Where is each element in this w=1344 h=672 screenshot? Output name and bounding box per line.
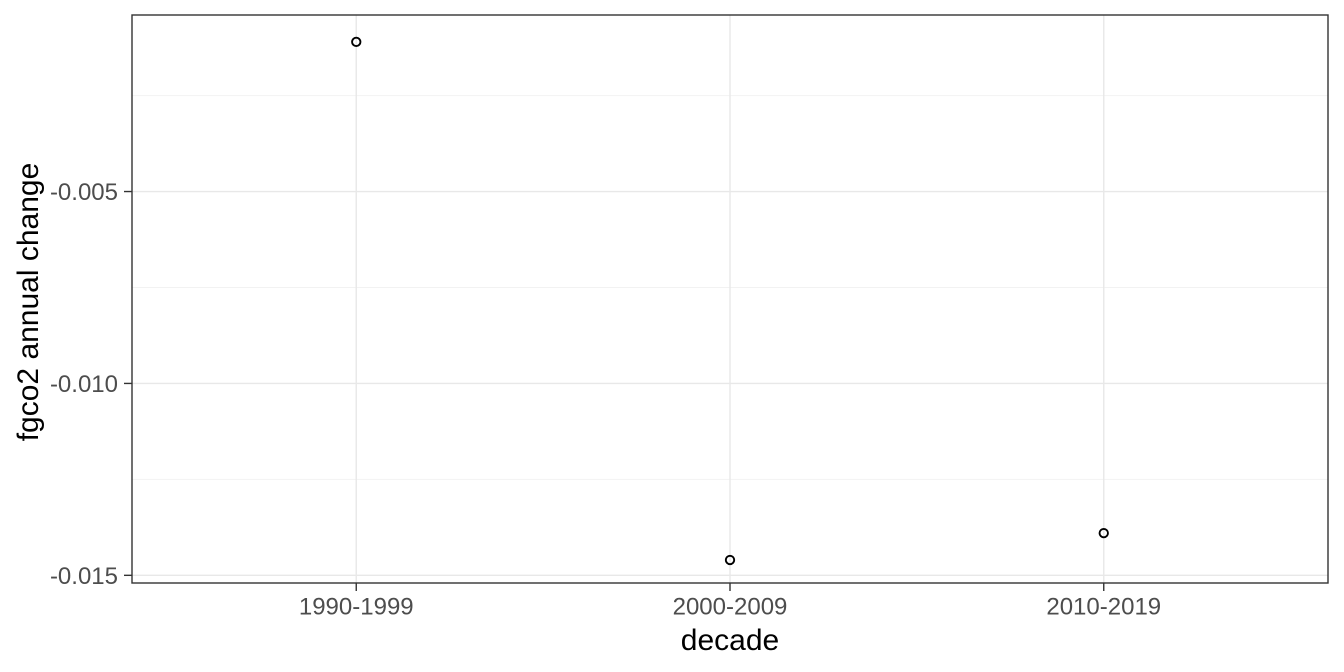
data-point [724,554,736,566]
major-gridlines [132,15,1328,583]
data-points [351,36,1109,566]
y-tick-label: -0.005 [50,179,118,206]
x-tick-label: 1990-1999 [299,594,414,621]
x-axis-title: decade [681,624,779,657]
x-tick-label: 2000-2009 [673,594,788,621]
axis-ticks [124,190,1105,591]
data-point [351,36,362,48]
axis-tick-labels: -0.005 -0.010 -0.015 1990-1999 2000-2009 2010… [50,179,1161,620]
x-tick-label: 2010-2019 [1046,594,1161,621]
y-tick-label: -0.010 [50,371,118,398]
y-axis-title: fgco2 annual change [12,163,45,442]
data-point [1098,527,1109,539]
y-tick-label: -0.015 [50,563,118,590]
